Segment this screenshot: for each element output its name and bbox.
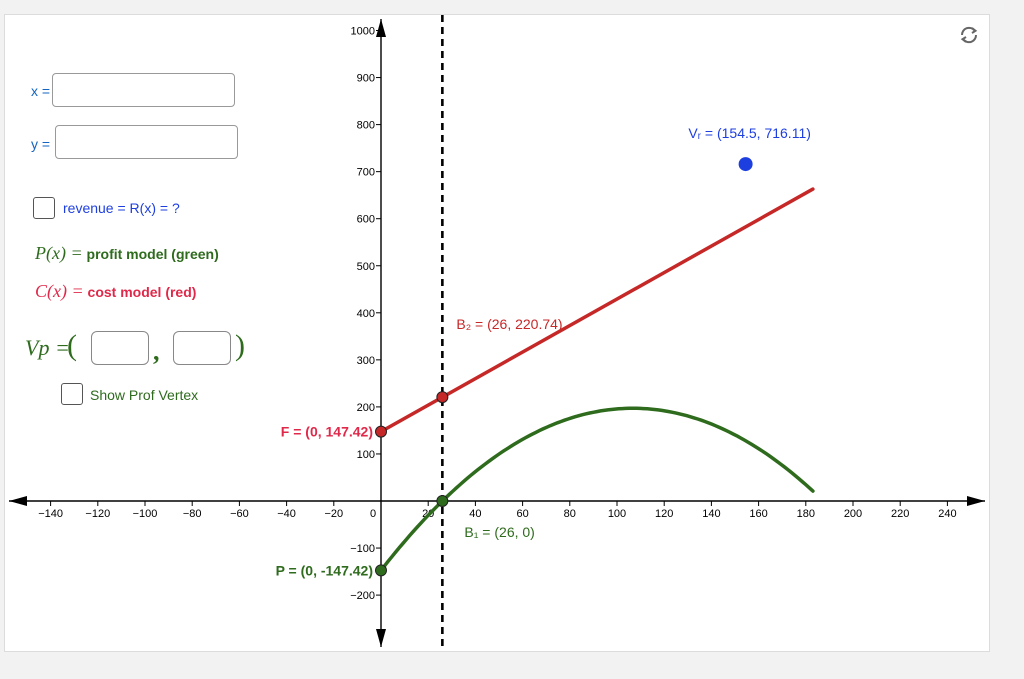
x-tick-label: 80 bbox=[564, 508, 576, 520]
x-tick-label: −140 bbox=[38, 508, 63, 520]
point-F-label: F = (0, 147.42) bbox=[281, 424, 373, 440]
y-tick-label: 1000 bbox=[351, 26, 375, 38]
profit-curve bbox=[379, 406, 815, 573]
revenue-checkbox-label: revenue = R(x) = ? bbox=[63, 200, 180, 216]
x-tick-label: 200 bbox=[844, 508, 862, 520]
point-B2-label: B₂ = (26, 220.74) bbox=[456, 316, 562, 332]
y-tick-label: 900 bbox=[357, 73, 375, 85]
y-input-label: y = bbox=[31, 136, 51, 152]
point-B1-label: B₁ = (26, 0) bbox=[464, 524, 534, 540]
point-Vr-label: Vᵣ = (154.5, 716.11) bbox=[688, 125, 811, 141]
x-tick-label: 240 bbox=[938, 508, 956, 520]
x-tick-label: −100 bbox=[133, 508, 158, 520]
point-B2 bbox=[436, 391, 449, 404]
y-tick-label: −100 bbox=[350, 543, 375, 555]
y-tick-label: 700 bbox=[357, 167, 375, 179]
cost-line bbox=[379, 187, 815, 434]
y-tick-label: 500 bbox=[357, 261, 375, 273]
graph-view[interactable]: −140 −120 −100 −80 −60 −40 −20 0 20 40 60 80 100 120 1… bbox=[5, 15, 989, 651]
profit-model-row: P(x) = profit model (green) bbox=[35, 243, 219, 264]
y-tick-label: 400 bbox=[357, 308, 375, 320]
x-input-label: x = bbox=[31, 83, 51, 99]
refresh-icon[interactable] bbox=[957, 23, 981, 47]
point-F bbox=[375, 425, 387, 438]
point-P-label: P = (0, -147.42) bbox=[276, 562, 373, 578]
x-input[interactable] bbox=[52, 73, 235, 107]
x-axis-arrow-right bbox=[967, 496, 985, 506]
profit-model-label: profit model (green) bbox=[86, 246, 219, 262]
x-tick-label: 0 bbox=[370, 508, 376, 520]
profit-model-math: P(x) = bbox=[35, 243, 83, 263]
vertex-comma: , bbox=[153, 337, 160, 366]
revenue-checkbox[interactable] bbox=[33, 197, 55, 219]
y-tick-label: 800 bbox=[357, 120, 375, 132]
x-tick-label: −60 bbox=[230, 508, 249, 520]
geogebra-applet: −140 −120 −100 −80 −60 −40 −20 0 20 40 60 80 100 120 1… bbox=[4, 14, 990, 652]
vertex-y-input[interactable] bbox=[173, 331, 231, 365]
y-axis-arrow-up bbox=[376, 19, 386, 37]
y-tick-label: 300 bbox=[357, 355, 375, 367]
y-tick-label: 200 bbox=[357, 402, 375, 414]
y-tick-label: 600 bbox=[357, 214, 375, 226]
x-tick-label: 100 bbox=[608, 508, 626, 520]
x-tick-label: 60 bbox=[516, 508, 528, 520]
points: F = (0, 147.42) B₂ = (26, 220.74) P = (0, … bbox=[276, 125, 811, 578]
curves bbox=[379, 15, 815, 651]
show-prof-vertex-checkbox[interactable] bbox=[61, 383, 83, 405]
vertex-math: Vp = bbox=[25, 335, 70, 360]
point-P bbox=[375, 564, 387, 577]
x-tick-label: −20 bbox=[324, 508, 343, 520]
x-tick-label: 140 bbox=[702, 508, 720, 520]
vertex-x-input[interactable] bbox=[91, 331, 149, 365]
cost-model-label: cost model (red) bbox=[87, 284, 197, 300]
y-input[interactable] bbox=[55, 125, 238, 159]
vertex-open-paren: ( bbox=[67, 329, 77, 362]
x-tick-label: 40 bbox=[469, 508, 481, 520]
x-tick-label: 120 bbox=[655, 508, 673, 520]
vertex-close-paren: ) bbox=[235, 329, 245, 362]
y-tick-label: −200 bbox=[350, 590, 375, 602]
point-Vr bbox=[738, 157, 753, 172]
x-tick-label: −80 bbox=[183, 508, 202, 520]
axes: −140 −120 −100 −80 −60 −40 −20 0 20 40 60 80 100 120 1… bbox=[9, 19, 985, 647]
x-tick-label: −40 bbox=[277, 508, 296, 520]
x-axis-arrow-left bbox=[9, 496, 27, 506]
x-tick-label: 180 bbox=[797, 508, 815, 520]
point-B1 bbox=[436, 495, 449, 507]
cost-model-row: C(x) = cost model (red) bbox=[35, 281, 196, 302]
x-tick-label: −120 bbox=[85, 508, 110, 520]
show-prof-vertex-label: Show Prof Vertex bbox=[90, 387, 199, 403]
y-tick-label: 100 bbox=[357, 449, 375, 461]
y-axis-arrow-down bbox=[376, 629, 386, 647]
cost-model-math: C(x) = bbox=[35, 281, 84, 301]
x-tick-label: 160 bbox=[749, 508, 767, 520]
x-tick-label: 220 bbox=[891, 508, 909, 520]
